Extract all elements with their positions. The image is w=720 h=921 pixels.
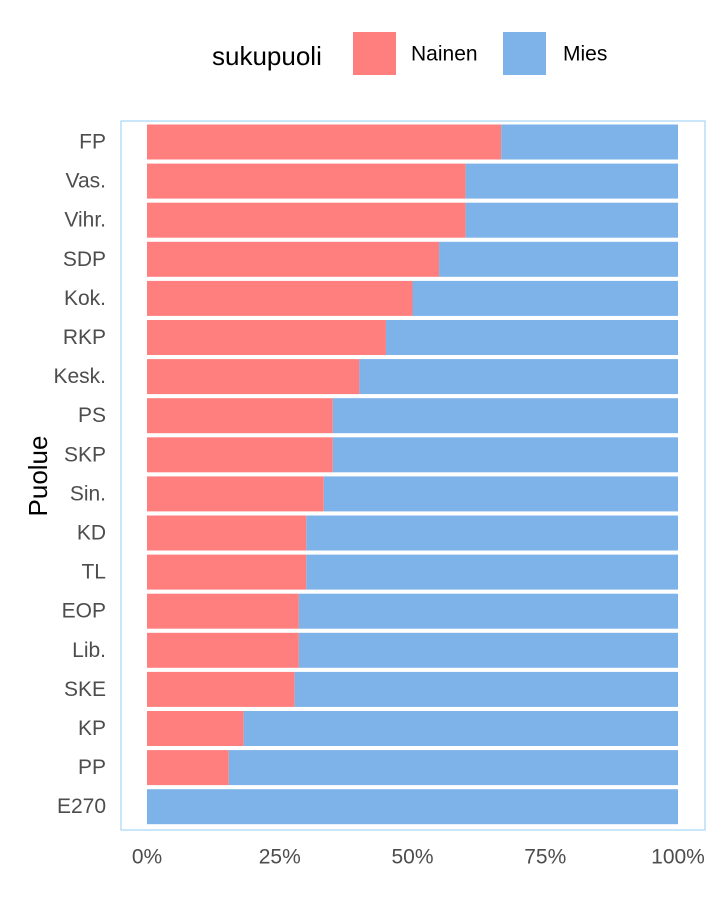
y-tick-label: EOP [62, 600, 106, 623]
bars [147, 124, 679, 825]
bar-mies-17 [147, 789, 678, 825]
bar-mies-15 [243, 711, 678, 746]
bar-mies-8 [332, 437, 678, 473]
y-tick-label: E270 [57, 795, 106, 818]
bar-nainen-9 [147, 476, 324, 512]
y-tick-label: KD [77, 522, 106, 545]
bar-nainen-15 [147, 711, 244, 746]
y-axis-title: Puolue [23, 436, 53, 517]
x-tick-label: 50% [391, 846, 433, 869]
y-tick-label: TL [81, 561, 106, 584]
bar-mies-3 [439, 241, 678, 277]
bar-nainen-8 [147, 437, 333, 473]
y-tick-label: Lib. [72, 639, 106, 662]
bar-mies-1 [465, 163, 678, 199]
y-tick-label: KP [78, 717, 106, 740]
bar-mies-16 [228, 750, 679, 786]
y-tick-label: Kok. [64, 287, 106, 310]
bar-nainen-10 [147, 515, 307, 551]
y-tick-label: FP [79, 131, 106, 154]
bar-mies-13 [298, 632, 678, 668]
y-tick-label: SKP [64, 443, 106, 466]
y-tick-label: SKE [64, 678, 106, 701]
x-tick-label: 100% [651, 846, 705, 869]
legend-label-nainen: Nainen [411, 43, 478, 66]
bar-nainen-14 [147, 671, 295, 707]
bar-mies-14 [294, 671, 678, 707]
legend-key-mies [503, 32, 546, 75]
bar-mies-11 [306, 554, 678, 590]
bar-nainen-3 [147, 241, 440, 277]
y-tick-label: Kesk. [53, 365, 106, 388]
y-tick-label: RKP [63, 326, 106, 349]
bar-mies-2 [465, 202, 678, 238]
legend: sukupuoli Nainen Mies [212, 32, 607, 75]
bar-nainen-4 [147, 280, 413, 316]
bar-nainen-7 [147, 398, 333, 434]
y-tick-label: PS [78, 404, 106, 427]
panel-border [120, 120, 706, 831]
bar-mies-0 [501, 124, 678, 160]
bar-nainen-1 [147, 163, 466, 199]
bar-nainen-11 [147, 554, 307, 590]
legend-title: sukupuoli [212, 41, 322, 71]
x-tick-label: 75% [524, 846, 566, 869]
bar-mies-6 [359, 359, 678, 395]
y-tick-label: PP [78, 756, 106, 779]
bar-mies-5 [385, 320, 678, 355]
bar-nainen-16 [147, 750, 229, 786]
bar-nainen-12 [147, 593, 299, 629]
bar-mies-10 [306, 515, 678, 551]
bar-nainen-13 [147, 632, 299, 668]
bar-nainen-5 [147, 320, 386, 355]
x-tick-label: 25% [259, 846, 301, 869]
y-tick-label: SDP [63, 248, 106, 271]
legend-label-mies: Mies [563, 43, 607, 66]
bar-mies-9 [323, 476, 678, 512]
bar-nainen-2 [147, 202, 466, 238]
x-tick-label: 0% [132, 846, 162, 869]
bar-nainen-0 [147, 124, 502, 160]
y-tick-label: Vas. [66, 170, 106, 193]
bar-mies-12 [298, 593, 678, 629]
bar-nainen-6 [147, 359, 360, 395]
legend-key-nainen [353, 32, 396, 75]
x-tick-labels: 0% 25% 50% 75% 100% [132, 846, 705, 869]
y-tick-label: Sin. [70, 482, 106, 505]
bar-mies-7 [332, 398, 678, 434]
y-tick-labels: FP Vas. Vihr. SDP Kok. RKP Kesk. PS SKP Sin. KD TL E… [53, 131, 106, 819]
y-tick-label: Vihr. [64, 209, 106, 232]
bar-mies-4 [412, 280, 678, 316]
